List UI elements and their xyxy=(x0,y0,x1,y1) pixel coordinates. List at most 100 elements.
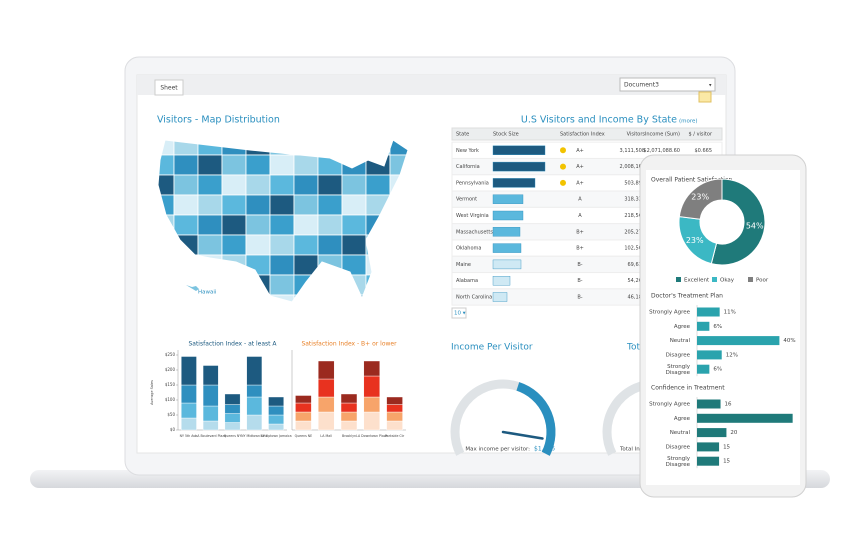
map-region xyxy=(269,214,295,236)
map-region xyxy=(221,174,247,196)
medal-icon xyxy=(560,163,566,170)
map-region xyxy=(293,154,319,176)
dropdown[interactable] xyxy=(619,77,716,92)
hawaii-shape xyxy=(186,285,199,291)
tab-label[interactable]: Sheet xyxy=(160,85,178,92)
state: Massachusetts xyxy=(456,229,493,235)
x-tick-label: LA Mall xyxy=(320,434,332,438)
category-label: Agree xyxy=(674,324,691,330)
value-label: 20 xyxy=(730,430,737,436)
slice-label: 23% xyxy=(691,193,709,202)
bar-segment xyxy=(318,378,335,398)
pager-label[interactable]: 10 ▾ xyxy=(454,311,466,317)
category-label: Disagree xyxy=(666,352,691,358)
table-more[interactable]: (more) xyxy=(679,119,698,125)
visitors: 318,332 xyxy=(624,197,645,203)
legend-label: Okay xyxy=(720,278,735,284)
bar-segment xyxy=(340,402,358,413)
category-label: Agree xyxy=(674,416,691,422)
bar-segment xyxy=(246,414,263,431)
state: Oklahoma xyxy=(456,246,481,252)
map-region xyxy=(245,214,271,236)
donut-slice xyxy=(710,178,766,266)
stock-bar xyxy=(492,210,524,221)
map-region xyxy=(317,234,343,256)
bar-segment xyxy=(340,393,358,404)
column-header: Income (Sum) xyxy=(645,132,680,138)
map-region xyxy=(269,234,295,256)
bar-segment xyxy=(386,396,403,405)
bar-segment xyxy=(246,384,263,398)
per-visitor: $0.665 xyxy=(695,148,713,154)
edit-button[interactable] xyxy=(698,91,712,103)
chart-title: Satisfaction Index - B+ or lower xyxy=(301,341,397,348)
bar-segment xyxy=(224,422,241,431)
satisfaction-index: B- xyxy=(577,295,582,301)
value-label: 6% xyxy=(713,367,722,373)
gauge-title: Income Per Visitor xyxy=(451,343,533,353)
map-region xyxy=(293,234,319,256)
bar xyxy=(697,350,722,360)
value-label: 40% xyxy=(783,338,795,344)
map-region xyxy=(341,234,367,256)
table-title: U.S Visitors and Income By State xyxy=(521,115,677,126)
map-region xyxy=(245,194,271,216)
state: Maine xyxy=(456,262,471,268)
satisfaction-index: A+ xyxy=(576,164,584,170)
bar-segment xyxy=(363,375,380,398)
bar xyxy=(697,307,720,317)
x-tick-label: NY 5th Ave. xyxy=(180,434,199,438)
visitors: 205,271 xyxy=(624,229,645,235)
map-region xyxy=(221,154,247,176)
x-tick-label: NY Uptown Jamaica xyxy=(261,434,292,438)
category-label: Disagree xyxy=(666,444,691,450)
map-region xyxy=(197,174,223,196)
gauge-caption: Total In xyxy=(619,447,640,453)
map-region xyxy=(173,194,199,216)
value-label: 6% xyxy=(713,324,722,330)
map-region xyxy=(365,174,391,196)
category-label: Strongly Agree xyxy=(649,310,690,316)
bar-segment xyxy=(202,405,219,422)
satisfaction-index: A xyxy=(578,213,582,219)
table-header-bg xyxy=(451,127,723,141)
bar-segment xyxy=(295,395,312,404)
state: West Virginia xyxy=(456,213,489,219)
bar xyxy=(697,321,710,331)
map-region xyxy=(221,214,247,236)
state: California xyxy=(456,164,480,170)
dropdown-label[interactable]: Document3 xyxy=(624,82,659,89)
map-region xyxy=(197,194,223,216)
y-tick-label: $250 xyxy=(165,352,176,357)
bar-segment xyxy=(340,411,358,422)
visitors: 54,201 xyxy=(628,278,646,284)
map-region xyxy=(173,174,199,196)
bar-segment xyxy=(202,365,219,386)
map-region xyxy=(317,214,343,236)
bar xyxy=(697,336,780,346)
satisfaction-index: B- xyxy=(577,278,582,284)
map-region xyxy=(293,214,319,236)
x-tick-label: LA Boulevard Plaza xyxy=(195,434,226,438)
category-label: Strongly Agree xyxy=(649,402,690,408)
map-region xyxy=(245,234,271,256)
map-title: Visitors - Map Distribution xyxy=(157,115,280,126)
tab[interactable] xyxy=(154,79,184,96)
bar-segment xyxy=(181,402,197,419)
y-tick-label: $150 xyxy=(165,382,176,387)
legend-label: Excellent xyxy=(684,278,710,284)
stock-bar xyxy=(492,259,522,270)
stock-bar xyxy=(492,145,546,156)
legend-swatch xyxy=(712,277,717,282)
bar-segment xyxy=(363,396,380,413)
legend-swatch xyxy=(676,277,681,282)
map-region xyxy=(197,234,223,256)
bar-segment xyxy=(295,411,312,422)
map-region xyxy=(221,194,247,216)
y-tick-label: $0 xyxy=(170,427,176,432)
category-label: Strongly Disagree xyxy=(666,456,691,468)
value-label: 15 xyxy=(723,459,730,465)
value-label: 15 xyxy=(723,444,730,450)
bar-segment xyxy=(181,384,197,404)
bar-segment xyxy=(268,405,284,416)
